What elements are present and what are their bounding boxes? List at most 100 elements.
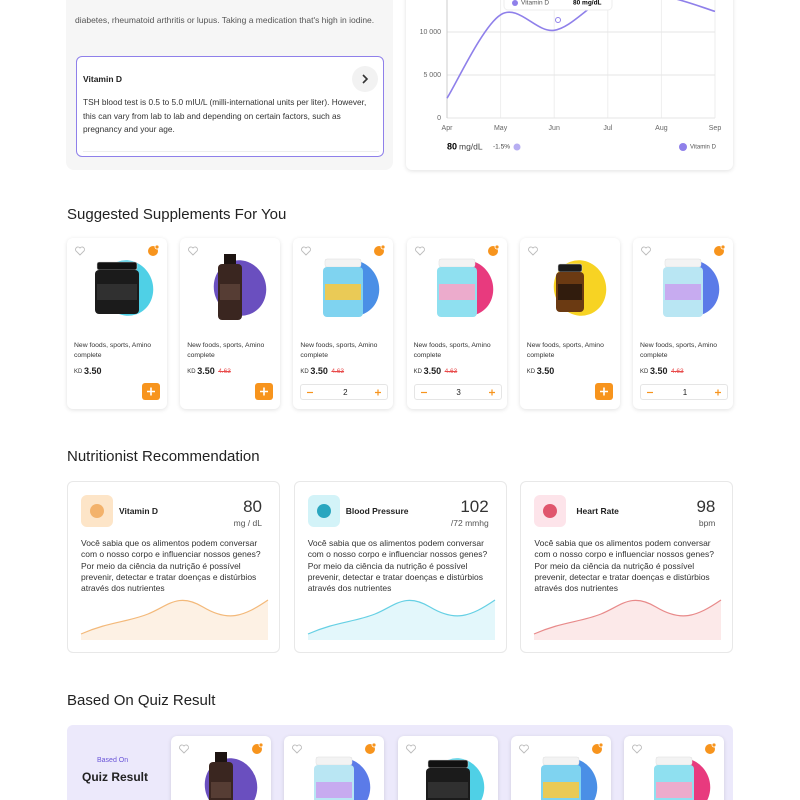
legend-label: Vitamin D	[690, 145, 717, 151]
legend-dot	[679, 143, 687, 151]
product-description: New foods, sports, Amino complete	[640, 342, 718, 359]
quiz-panel: Based On Quiz Result	[67, 725, 733, 800]
faq-body: TSH blood test is 0.5 to 5.0 mIU/L (mill…	[83, 97, 367, 134]
currency: KD	[74, 369, 83, 375]
quiz-label-big: Quiz Result	[82, 770, 149, 784]
metric-name: Heart Rate	[576, 506, 619, 516]
summary-unit: mg/dL	[459, 141, 483, 151]
recommendation-card: Blood Pressure 102/72 mmhg Você sabia que …	[293, 481, 507, 653]
add-icon	[599, 387, 608, 396]
quantity: 3	[456, 388, 461, 397]
wishlist-icon[interactable]	[405, 744, 416, 754]
product-card[interactable]: New foods, sports, Amino complete KD 3.50 4…	[180, 238, 281, 409]
quiz-label-small: Based On	[97, 757, 129, 764]
price: 3.50	[423, 366, 442, 376]
add-button[interactable]	[142, 383, 160, 400]
change-icon	[513, 143, 521, 151]
jar-lid	[664, 258, 702, 268]
plus-button[interactable]	[375, 389, 382, 396]
metric-value: 80	[243, 497, 262, 516]
product-card[interactable]: New foods, sports, Amino complete KD 3.50 4…	[293, 238, 394, 409]
plus-button[interactable]	[488, 389, 495, 396]
quiz-product-card[interactable]	[284, 736, 385, 800]
tooltip-dot	[512, 0, 518, 6]
product-description: New foods, sports, Amino complete	[413, 342, 491, 359]
product-graphics	[301, 244, 386, 317]
wishlist-icon[interactable]	[527, 246, 538, 256]
product-description: New foods, sports, Amino complete	[187, 342, 265, 359]
product-card[interactable]: New foods, sports, Amino complete KD 3.50	[519, 238, 620, 409]
recommendation-card: Heart Rate 98 bpm Você sabia que os aliment…	[520, 481, 734, 653]
currency: KD	[413, 369, 422, 375]
product-graphics	[75, 244, 160, 316]
faq-title: Vitamin D	[83, 74, 123, 84]
price: 3.50	[650, 366, 668, 376]
card-graphics	[307, 495, 496, 640]
jar-label	[316, 782, 353, 798]
jar-lid	[655, 756, 693, 766]
trend-area	[534, 600, 722, 640]
trend-area	[81, 600, 268, 640]
jar-label	[325, 284, 362, 300]
product-graphics	[179, 742, 264, 800]
hover-point	[555, 17, 561, 23]
summary-value: 80	[447, 141, 457, 151]
jar-label	[557, 284, 582, 300]
summary-change: -1.5%	[493, 144, 510, 151]
wishlist-icon[interactable]	[641, 246, 651, 256]
x-tick-label: Jun	[549, 125, 560, 132]
section-title: Based On Quiz Result	[67, 692, 216, 709]
plus-button[interactable]	[715, 389, 721, 396]
jar-lid	[325, 258, 362, 268]
recommendation-text: Você sabia que os alimentos podem conver…	[81, 538, 261, 594]
currency: KD	[187, 369, 196, 375]
wishlist-icon[interactable]	[292, 744, 303, 754]
card-graphics	[534, 495, 722, 640]
wishlist-icon[interactable]	[518, 744, 529, 754]
quiz-product-card[interactable]	[510, 736, 611, 800]
product-card[interactable]: New foods, sports, Amino complete KD 3.50 4…	[633, 238, 733, 409]
currency: KD	[526, 369, 536, 375]
metric-unit: bpm	[698, 518, 716, 528]
quiz-product-card[interactable]	[624, 736, 725, 800]
recommendation-text: Você sabia que os alimentos podem conver…	[534, 538, 714, 594]
card-graphics	[80, 495, 269, 640]
jar-lid	[438, 258, 475, 268]
price: 3.50	[310, 366, 328, 376]
add-icon	[147, 387, 155, 396]
metric-value: 102	[460, 497, 489, 516]
wishlist-icon[interactable]	[179, 744, 189, 754]
chart: Apr May Jun Jul Aug Sep 0 5 000 10 000 Vitamin D V…	[420, 0, 722, 151]
wishlist-icon[interactable]	[414, 246, 425, 256]
tooltip-box	[503, 0, 613, 11]
wishlist-icon[interactable]	[75, 246, 85, 256]
metric-name: Vitamin D	[119, 506, 159, 516]
points-badge-dot	[371, 742, 377, 748]
wishlist-icon[interactable]	[632, 744, 643, 754]
metric-icon	[316, 504, 331, 518]
points-badge-dot	[598, 742, 604, 748]
jar-label	[211, 782, 231, 798]
points-badge-dot	[720, 244, 726, 250]
metric-value: 98	[696, 497, 716, 516]
add-button[interactable]	[255, 383, 274, 400]
info-card: diabetes, rheumatoid arthritis or lupus.…	[66, 0, 393, 170]
y-tick-label: 5 000	[423, 72, 441, 79]
quiz-product-card[interactable]	[171, 736, 271, 800]
old-price: 4.63	[671, 368, 684, 375]
expand-button[interactable]	[352, 66, 378, 92]
metric-unit: /72 mmhg	[450, 518, 489, 528]
product-card[interactable]: New foods, sports, Amino complete KD 3.50 4…	[406, 238, 507, 409]
trend-line	[80, 599, 269, 635]
product-graphics	[641, 244, 726, 317]
quiz-product-card[interactable]	[397, 736, 498, 800]
product-card[interactable]: New foods, sports, Amino complete KD 3.50	[67, 238, 167, 409]
quantity-stepper: 3	[413, 384, 502, 400]
section-title: Nutritionist Recommendation	[67, 448, 260, 465]
x-tick-label: Sep	[709, 125, 722, 132]
product-graphics	[188, 246, 267, 320]
add-button[interactable]	[594, 383, 613, 400]
wishlist-icon[interactable]	[188, 246, 199, 256]
wishlist-icon[interactable]	[301, 246, 312, 256]
